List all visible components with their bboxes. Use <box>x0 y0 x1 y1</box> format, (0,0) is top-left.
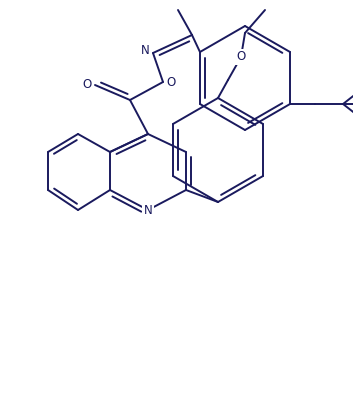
Text: O: O <box>82 79 92 92</box>
Text: O: O <box>237 51 246 64</box>
Text: O: O <box>166 75 176 89</box>
Text: N: N <box>144 203 152 217</box>
Text: N: N <box>140 45 149 58</box>
